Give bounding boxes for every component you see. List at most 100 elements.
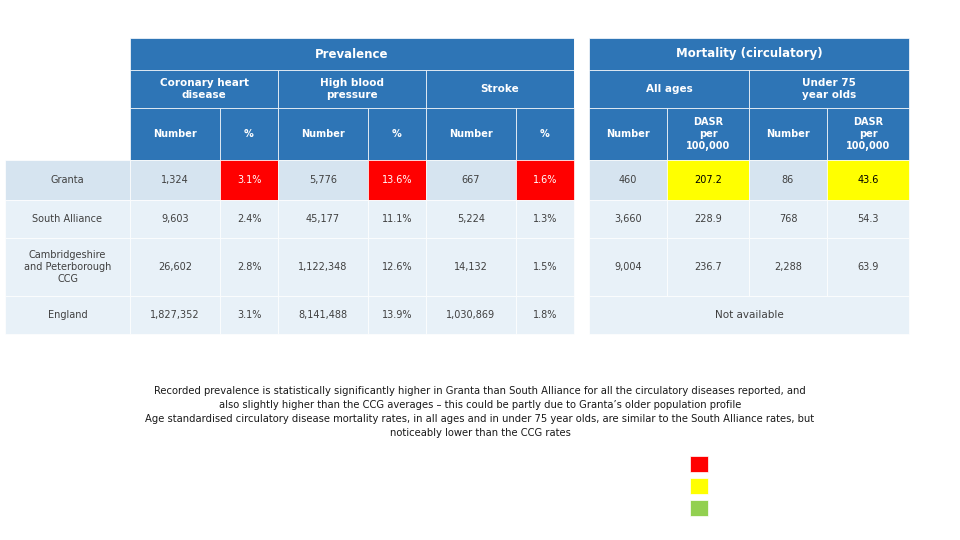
Text: 8,141,488: 8,141,488 [299, 310, 348, 320]
Bar [667, 108, 749, 160]
Bar [574, 70, 589, 108]
Text: 63.9: 63.9 [857, 262, 878, 272]
Bar [574, 108, 589, 160]
Bar [5, 160, 130, 200]
Bar [516, 296, 574, 334]
Text: 12.6%: 12.6% [382, 262, 412, 272]
Bar [574, 38, 589, 70]
Bar [426, 160, 516, 200]
Text: Mortality (circulatory): Mortality (circulatory) [676, 48, 823, 60]
Text: 86: 86 [781, 175, 794, 185]
Bar [516, 200, 574, 238]
Text: Coronary heart
disease: Coronary heart disease [159, 78, 249, 100]
Bar [667, 160, 749, 200]
Bar [749, 160, 827, 200]
Text: %: % [392, 129, 402, 139]
Bar [130, 200, 220, 238]
Text: Number: Number [301, 129, 345, 139]
Bar [278, 160, 368, 200]
Bar [130, 238, 220, 296]
Text: Source:: Source: [8, 484, 44, 493]
Text: Mortality - C&P PHI from NHS Digital Civil Registration Data and NHS Digital GP : Mortality - C&P PHI from NHS Digital Civ… [60, 496, 634, 505]
Text: 1.6%: 1.6% [533, 175, 557, 185]
Text: Recorded prevalence is statistically significantly higher in Granta than South A: Recorded prevalence is statistically sig… [145, 386, 815, 438]
Text: 54.3: 54.3 [857, 214, 878, 224]
Bar [690, 500, 708, 516]
Text: Statistically significantly higher than South Alliance: Statistically significantly higher than … [712, 461, 893, 467]
Text: Stroke: Stroke [481, 84, 519, 94]
Bar [5, 108, 130, 160]
Text: Note:: Note: [8, 458, 34, 467]
Bar [130, 108, 220, 160]
Text: 9,004: 9,004 [614, 262, 642, 272]
Bar [667, 238, 749, 296]
Text: %: % [540, 129, 550, 139]
Bar [220, 200, 278, 238]
Bar [368, 238, 426, 296]
Bar [749, 238, 827, 296]
Bar [426, 108, 516, 160]
Bar [5, 238, 130, 296]
Text: DASR
per
100,000: DASR per 100,000 [685, 117, 731, 151]
Text: Statistically significantly lower than South Alliance: Statistically significantly lower than S… [712, 505, 890, 511]
Text: %: % [244, 129, 253, 139]
Bar [5, 38, 130, 70]
Text: 3.1%: 3.1% [237, 175, 261, 185]
Text: High blood
pressure: High blood pressure [320, 78, 384, 100]
Text: 2,288: 2,288 [774, 262, 802, 272]
Text: 1,827,352: 1,827,352 [150, 310, 200, 320]
Bar [516, 238, 574, 296]
Text: Statistically similar to South Alliance: Statistically similar to South Alliance [712, 483, 840, 489]
Bar [516, 108, 574, 160]
Text: 460: 460 [619, 175, 637, 185]
Text: 1.5%: 1.5% [533, 262, 557, 272]
Text: 1,030,869: 1,030,869 [446, 310, 495, 320]
Bar [516, 160, 574, 200]
Bar [278, 108, 368, 160]
Text: 207.2: 207.2 [694, 175, 722, 185]
Text: 14,132: 14,132 [454, 262, 488, 272]
Bar [749, 108, 827, 160]
Bar [220, 160, 278, 200]
Bar [574, 296, 589, 334]
Bar [827, 200, 909, 238]
Text: 43.6: 43.6 [857, 175, 878, 185]
Bar [749, 70, 909, 108]
Text: Number: Number [154, 129, 197, 139]
Bar [220, 238, 278, 296]
Text: Circulatory disease: Circulatory disease [12, 8, 192, 25]
Bar [589, 238, 667, 296]
Bar [368, 296, 426, 334]
Bar [278, 238, 368, 296]
Text: 5,224: 5,224 [457, 214, 485, 224]
Text: DASR
per
100,000: DASR per 100,000 [846, 117, 890, 151]
Bar [827, 160, 909, 200]
Text: 13.9%: 13.9% [382, 310, 412, 320]
Text: 2.4%: 2.4% [237, 214, 261, 224]
Bar [130, 70, 278, 108]
Bar [589, 108, 667, 160]
Bar [589, 38, 909, 70]
Text: 1.3%: 1.3% [533, 214, 557, 224]
Text: 1,122,348: 1,122,348 [299, 262, 348, 272]
Bar [690, 456, 708, 472]
Text: Number: Number [449, 129, 492, 139]
Text: 768: 768 [779, 214, 797, 224]
Bar [589, 160, 667, 200]
Bar [749, 200, 827, 238]
Bar [130, 296, 220, 334]
Text: Prevalence data are not available by age i.e. it is not age weighted so differen: Prevalence data are not available by age… [60, 458, 549, 467]
Text: 45,177: 45,177 [306, 214, 340, 224]
Bar [426, 296, 516, 334]
Text: Cambridgeshire
and Peterborough
CCG: Cambridgeshire and Peterborough CCG [24, 251, 111, 284]
Text: 11.1%: 11.1% [382, 214, 412, 224]
Text: Prevalence (recorded) - C&P PHI from QOF, NHS Digital, 2017/18 (benchmark = Sout: Prevalence (recorded) - C&P PHI from QOF… [60, 484, 424, 493]
Text: 2.8%: 2.8% [237, 262, 261, 272]
Text: 3,660: 3,660 [614, 214, 642, 224]
Bar [574, 160, 589, 200]
Text: Number: Number [766, 129, 810, 139]
Text: 26,602: 26,602 [158, 262, 192, 272]
Bar [368, 200, 426, 238]
Text: 236.7: 236.7 [694, 262, 722, 272]
Text: Prevalence: Prevalence [315, 48, 389, 60]
